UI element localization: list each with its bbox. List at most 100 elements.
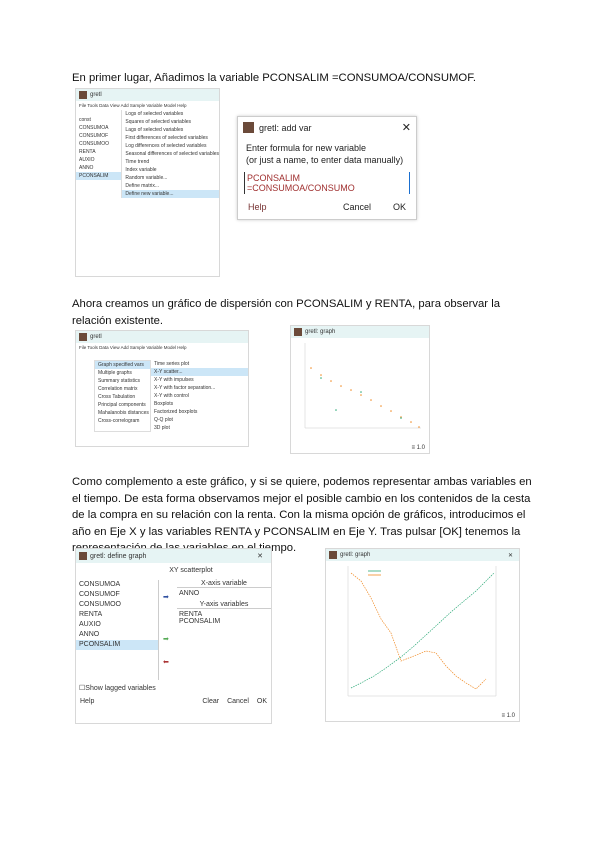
variable-row[interactable]: CONSUMOO bbox=[79, 141, 109, 147]
cancel-button[interactable]: Cancel bbox=[227, 698, 249, 705]
close-button[interactable]: ✕ bbox=[401, 122, 411, 134]
menu-bar[interactable]: File Tools Data View Add Sample Variable… bbox=[79, 345, 187, 350]
gretl-logo-icon bbox=[329, 551, 337, 559]
zoom-value: 1.0 bbox=[506, 713, 515, 719]
variable-row[interactable]: CONSUMOO bbox=[79, 601, 121, 608]
window-title: gretl: define graph bbox=[90, 552, 147, 560]
gretl-logo-icon bbox=[243, 122, 254, 133]
variable-row[interactable]: const bbox=[79, 117, 91, 123]
paragraph-2: Ahora creamos un gráfico de dispersión c… bbox=[72, 298, 501, 327]
time-series-plot bbox=[347, 566, 497, 697]
add-var-dialog: gretl: add var ✕ Enter formula for new va… bbox=[237, 116, 417, 220]
menu-item[interactable]: Summary statistics bbox=[98, 378, 140, 384]
window-title: gretl bbox=[90, 334, 102, 340]
gretl-logo-icon bbox=[294, 328, 302, 336]
window-title: gretl: graph bbox=[340, 552, 371, 558]
paragraph-1: En primer lugar, Añadimos la variable PC… bbox=[72, 72, 476, 84]
menu-item[interactable]: Correlation matrix bbox=[98, 386, 138, 392]
menu-item[interactable]: First differences of selected variables bbox=[125, 135, 208, 141]
menu-item[interactable]: Define matrix... bbox=[125, 183, 160, 189]
close-icon[interactable]: ✕ bbox=[507, 552, 513, 559]
variable-row[interactable]: CONSUMOF bbox=[79, 133, 109, 139]
menu-item[interactable]: Lags of selected variables bbox=[125, 127, 184, 133]
variable-row[interactable]: CONSUMOF bbox=[79, 591, 120, 598]
y-variable[interactable]: PCONSALIM bbox=[179, 618, 221, 625]
menu-item[interactable]: Mahalanobis distances bbox=[98, 410, 149, 416]
submenu-item[interactable]: Factorized boxplots bbox=[154, 409, 198, 415]
define-graph-dialog: gretl: define graph ✕ XY scatterplot CONS… bbox=[75, 548, 272, 724]
menu-bar[interactable]: File Tools Data View Add Sample Variable… bbox=[79, 103, 187, 108]
help-button[interactable]: Help bbox=[248, 202, 267, 212]
variable-row[interactable]: ANNO bbox=[79, 165, 94, 171]
zoom-value: 1.0 bbox=[416, 445, 425, 451]
renta-points bbox=[320, 377, 402, 419]
menu-item[interactable]: Define new variable... bbox=[122, 190, 219, 198]
window-title: gretl: graph bbox=[305, 329, 336, 335]
gretl-main-window: gretl File Tools Data View Add Sample Va… bbox=[75, 88, 220, 277]
menu-item[interactable]: Random variable... bbox=[125, 175, 168, 181]
variable-row[interactable]: AUXIO bbox=[79, 621, 101, 628]
ok-button[interactable]: OK bbox=[392, 202, 406, 212]
submenu-item[interactable]: X-Y with impulses bbox=[154, 377, 194, 383]
prompt-hint: (or just a name, to enter data manually) bbox=[246, 155, 404, 165]
paragraph-3: Como complemento a este gráfico, y si se… bbox=[72, 476, 532, 554]
pconsalim-points bbox=[310, 367, 420, 428]
menu-item[interactable]: Seasonal differences of selected variabl… bbox=[125, 151, 219, 157]
variable-row[interactable]: RENTA bbox=[79, 149, 96, 155]
time-series-plot-window: gretl: graph ✕ ≡ 1.0 bbox=[325, 548, 520, 722]
menu-item[interactable]: Squares of selected variables bbox=[125, 119, 192, 125]
dialog-title: gretl: add var bbox=[259, 122, 312, 133]
lagged-checkbox[interactable]: ☐Show lagged variables bbox=[79, 685, 156, 692]
add-y-arrow-icon[interactable]: ➡ bbox=[163, 636, 169, 643]
cancel-button[interactable]: Cancel bbox=[342, 202, 371, 212]
variable-row[interactable]: ANNO bbox=[79, 631, 100, 638]
submenu-item[interactable]: Q-Q plot bbox=[154, 417, 173, 423]
variable-row[interactable]: PCONSALIM bbox=[76, 172, 122, 180]
variable-row[interactable]: PCONSALIM bbox=[76, 640, 158, 650]
menu-item[interactable]: Graph specified vars bbox=[95, 361, 150, 369]
window-title: gretl bbox=[90, 92, 102, 98]
zoom-control[interactable]: ≡ 1.0 bbox=[411, 445, 425, 451]
variable-row[interactable]: RENTA bbox=[79, 611, 103, 618]
gretl-logo-icon bbox=[79, 91, 87, 99]
scatter-plot bbox=[304, 343, 421, 429]
x-axis-variable[interactable]: ANNO bbox=[179, 590, 200, 597]
menu-item[interactable]: Time trend bbox=[125, 159, 150, 165]
submenu-item[interactable]: 3D plot bbox=[154, 425, 170, 431]
menu-item[interactable]: Log differences of selected variables bbox=[125, 143, 207, 149]
variable-row[interactable]: AUXIO bbox=[79, 157, 95, 163]
zoom-control[interactable]: ≡ 1.0 bbox=[501, 713, 515, 719]
submenu-item[interactable]: X-Y with factor separation... bbox=[154, 385, 216, 391]
y-variable[interactable]: RENTA bbox=[179, 611, 203, 618]
gretl-logo-icon bbox=[79, 333, 87, 341]
help-button[interactable]: Help bbox=[80, 698, 95, 705]
formula-input[interactable]: PCONSALIM =CONSUMOA/CONSUMO bbox=[244, 172, 410, 194]
submenu-item[interactable]: X-Y scatter... bbox=[151, 368, 248, 376]
ok-button[interactable]: OK bbox=[256, 698, 267, 705]
menu-item[interactable]: Principal components bbox=[98, 402, 146, 408]
y-axis-list[interactable]: RENTA PCONSALIM bbox=[177, 609, 271, 627]
submenu-item[interactable]: Time series plot bbox=[154, 361, 190, 367]
prompt-text: Enter formula for new variable bbox=[246, 143, 367, 153]
variable-row[interactable]: CONSUMOA bbox=[79, 125, 109, 131]
menu-item[interactable]: Multiple graphs bbox=[98, 370, 132, 376]
menu-item[interactable]: Index variable bbox=[125, 167, 157, 173]
close-icon[interactable]: ✕ bbox=[257, 553, 263, 560]
menu-item[interactable]: Cross Tabulation bbox=[98, 394, 136, 400]
clear-button[interactable]: Clear bbox=[202, 698, 220, 705]
gretl-logo-icon bbox=[79, 552, 87, 560]
remove-arrow-icon[interactable]: ⬅ bbox=[163, 659, 169, 666]
renta-line bbox=[350, 572, 495, 689]
add-x-arrow-icon[interactable]: ➡ bbox=[163, 594, 169, 601]
submenu-item[interactable]: Boxplots bbox=[154, 401, 174, 407]
scatter-plot-window: gretl: graph ≡ 1.0 bbox=[290, 325, 430, 454]
pconsalim-line bbox=[350, 572, 487, 690]
submenu-item[interactable]: X-Y with control bbox=[154, 393, 189, 399]
variable-row[interactable]: CONSUMOA bbox=[79, 581, 121, 588]
y-axis-label: Y-axis variables bbox=[177, 601, 271, 609]
graph-type-heading: XY scatterplot bbox=[169, 567, 213, 574]
x-axis-label: X-axis variable bbox=[177, 580, 271, 588]
menu-item[interactable]: Cross-correlogram bbox=[98, 418, 140, 424]
menu-item[interactable]: Logs of selected variables bbox=[125, 111, 184, 117]
